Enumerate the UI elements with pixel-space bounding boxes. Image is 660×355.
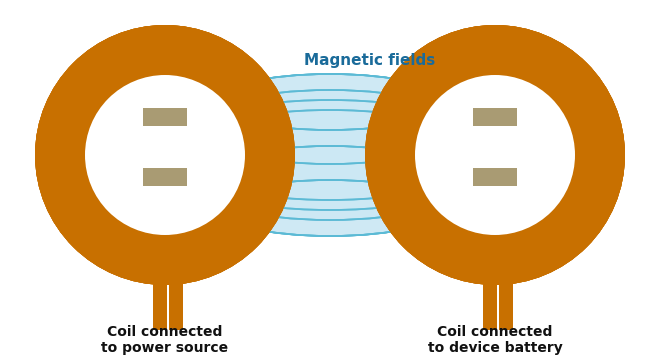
- Bar: [483, 280, 497, 330]
- Text: Coil connected
to device battery: Coil connected to device battery: [428, 325, 562, 355]
- Circle shape: [415, 75, 575, 235]
- Circle shape: [35, 25, 295, 285]
- Ellipse shape: [195, 90, 465, 164]
- Circle shape: [85, 75, 245, 235]
- Bar: [169, 280, 183, 330]
- Bar: [143, 168, 187, 186]
- Ellipse shape: [195, 146, 465, 220]
- Bar: [143, 168, 187, 186]
- Ellipse shape: [175, 110, 485, 200]
- Ellipse shape: [155, 100, 505, 210]
- Circle shape: [415, 75, 575, 235]
- Ellipse shape: [215, 74, 445, 130]
- Ellipse shape: [155, 100, 505, 210]
- Bar: [143, 108, 187, 126]
- Ellipse shape: [175, 110, 485, 200]
- Ellipse shape: [215, 74, 445, 130]
- Circle shape: [365, 25, 625, 285]
- Text: Magnetic fields: Magnetic fields: [304, 53, 436, 67]
- Bar: [473, 168, 517, 186]
- Circle shape: [365, 25, 625, 285]
- Bar: [153, 280, 167, 330]
- Bar: [473, 108, 517, 126]
- Circle shape: [35, 25, 295, 285]
- Circle shape: [365, 25, 625, 285]
- Circle shape: [365, 25, 625, 285]
- Bar: [473, 168, 517, 186]
- Ellipse shape: [195, 146, 465, 220]
- Bar: [143, 108, 187, 126]
- Circle shape: [85, 75, 245, 235]
- Circle shape: [35, 25, 295, 285]
- Circle shape: [85, 75, 245, 235]
- Circle shape: [415, 75, 575, 235]
- Ellipse shape: [215, 180, 445, 236]
- Circle shape: [35, 25, 295, 285]
- Circle shape: [415, 75, 575, 235]
- Bar: [473, 108, 517, 126]
- Text: Coil connected
to power source: Coil connected to power source: [102, 325, 228, 355]
- Ellipse shape: [215, 180, 445, 236]
- Ellipse shape: [195, 90, 465, 164]
- Bar: [499, 280, 513, 330]
- Circle shape: [85, 75, 245, 235]
